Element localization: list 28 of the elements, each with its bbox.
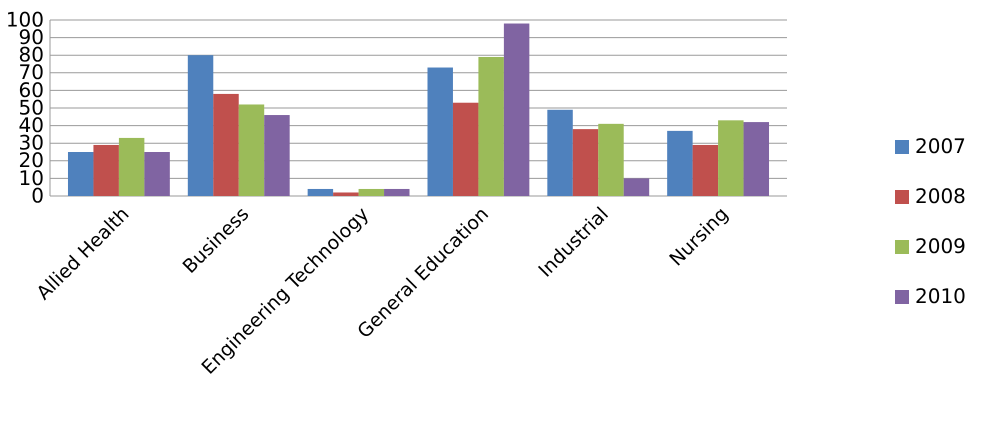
bar: [308, 188, 334, 196]
bar: [547, 110, 573, 196]
bar: [384, 188, 410, 196]
bar: [718, 120, 744, 196]
legend-label: 2007: [915, 134, 966, 158]
bar: [744, 122, 770, 196]
bar: [452, 102, 478, 196]
bar: [188, 55, 214, 196]
bar: [692, 144, 718, 196]
bar: [118, 138, 144, 196]
bar: [68, 152, 94, 196]
bar: [572, 129, 598, 196]
legend-label: 2008: [915, 184, 966, 208]
bar: [624, 178, 650, 196]
bar: [427, 68, 453, 196]
legend-label: 2010: [915, 284, 966, 308]
bar: [144, 152, 170, 196]
bar: [667, 130, 693, 196]
bar: [213, 94, 239, 196]
bar: [478, 56, 504, 196]
bar: [93, 144, 119, 196]
bar: [504, 24, 530, 196]
bar: [598, 124, 624, 196]
bar: [333, 192, 359, 196]
bar: [238, 104, 264, 196]
bar: [264, 115, 290, 196]
bar: [358, 188, 384, 196]
legend-label: 2009: [915, 234, 966, 258]
